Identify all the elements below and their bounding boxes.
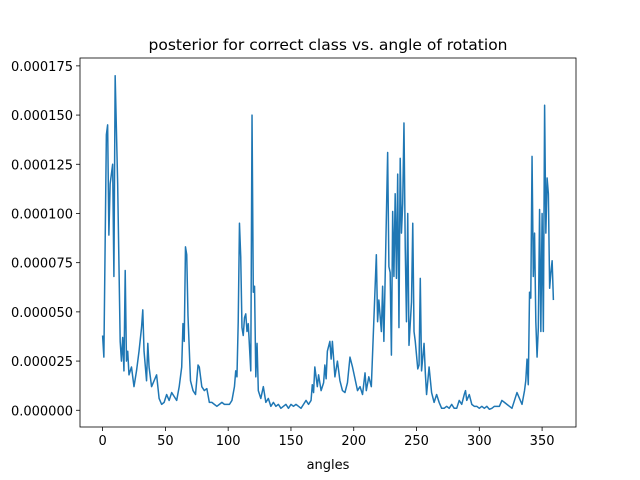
y-tick-label: 0.000175 [11,60,73,75]
x-tick-label: 0 [98,434,106,449]
y-tick-label: 0.000050 [11,306,73,321]
x-tick-label: 100 [216,434,241,449]
y-tick-label: 0.000025 [11,355,73,370]
x-tick-label: 300 [467,434,492,449]
x-tick-label: 200 [341,434,366,449]
y-tick-label: 0.000150 [11,109,73,124]
x-tick-label: 250 [404,434,429,449]
x-tick-label: 150 [279,434,304,449]
data-line [101,74,555,411]
x-tick-label: 350 [530,434,555,449]
y-tick-label: 0.000100 [11,207,73,222]
y-tick-label: 0.000075 [11,257,73,272]
y-tick-label: 0.000000 [11,404,73,419]
chart-title: posterior for correct class vs. angle of… [149,36,508,54]
x-axis-label: angles [307,458,350,473]
y-tick-label: 0.000125 [11,158,73,173]
x-tick-label: 50 [157,434,174,449]
plot-frame [79,57,577,428]
